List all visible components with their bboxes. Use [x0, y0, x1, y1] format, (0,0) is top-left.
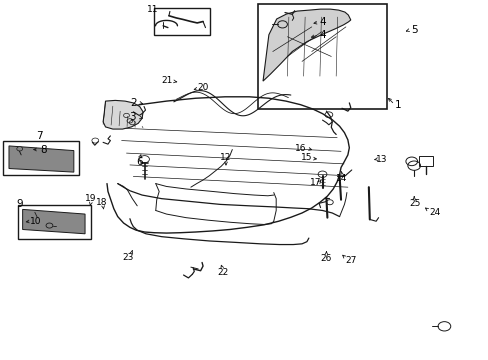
Text: 7: 7 — [36, 131, 43, 141]
Polygon shape — [22, 210, 85, 234]
Bar — [154, 8, 210, 35]
Polygon shape — [263, 9, 350, 81]
Polygon shape — [103, 100, 143, 129]
Text: 6: 6 — [136, 157, 142, 167]
Text: 21: 21 — [162, 76, 173, 85]
Text: 20: 20 — [197, 83, 208, 92]
Text: 1: 1 — [394, 100, 401, 110]
Text: 12: 12 — [220, 153, 231, 162]
Text: 8: 8 — [40, 144, 47, 154]
Text: 16: 16 — [294, 144, 305, 153]
Text: 9: 9 — [16, 199, 22, 210]
Text: 19: 19 — [85, 194, 97, 203]
Bar — [418, 156, 432, 166]
Polygon shape — [9, 146, 74, 172]
Text: 22: 22 — [217, 268, 228, 277]
Text: 3: 3 — [129, 112, 135, 122]
Text: 17: 17 — [309, 178, 320, 187]
Text: 13: 13 — [375, 155, 387, 164]
Text: 18: 18 — [96, 198, 107, 207]
Text: 14: 14 — [336, 174, 347, 183]
Text: 4: 4 — [319, 30, 325, 40]
Text: 26: 26 — [320, 254, 331, 263]
Text: 25: 25 — [408, 199, 420, 208]
Text: 10: 10 — [30, 217, 41, 226]
Bar — [258, 4, 386, 109]
Text: 5: 5 — [410, 25, 417, 35]
Text: 23: 23 — [122, 253, 134, 262]
Text: 2: 2 — [130, 98, 136, 108]
Text: 24: 24 — [428, 208, 439, 217]
Text: 15: 15 — [301, 153, 312, 162]
Text: 27: 27 — [345, 256, 356, 265]
Text: 11: 11 — [147, 5, 158, 14]
Bar — [3, 140, 79, 175]
Circle shape — [17, 147, 22, 151]
Text: 4: 4 — [319, 17, 325, 27]
Bar — [18, 205, 91, 239]
